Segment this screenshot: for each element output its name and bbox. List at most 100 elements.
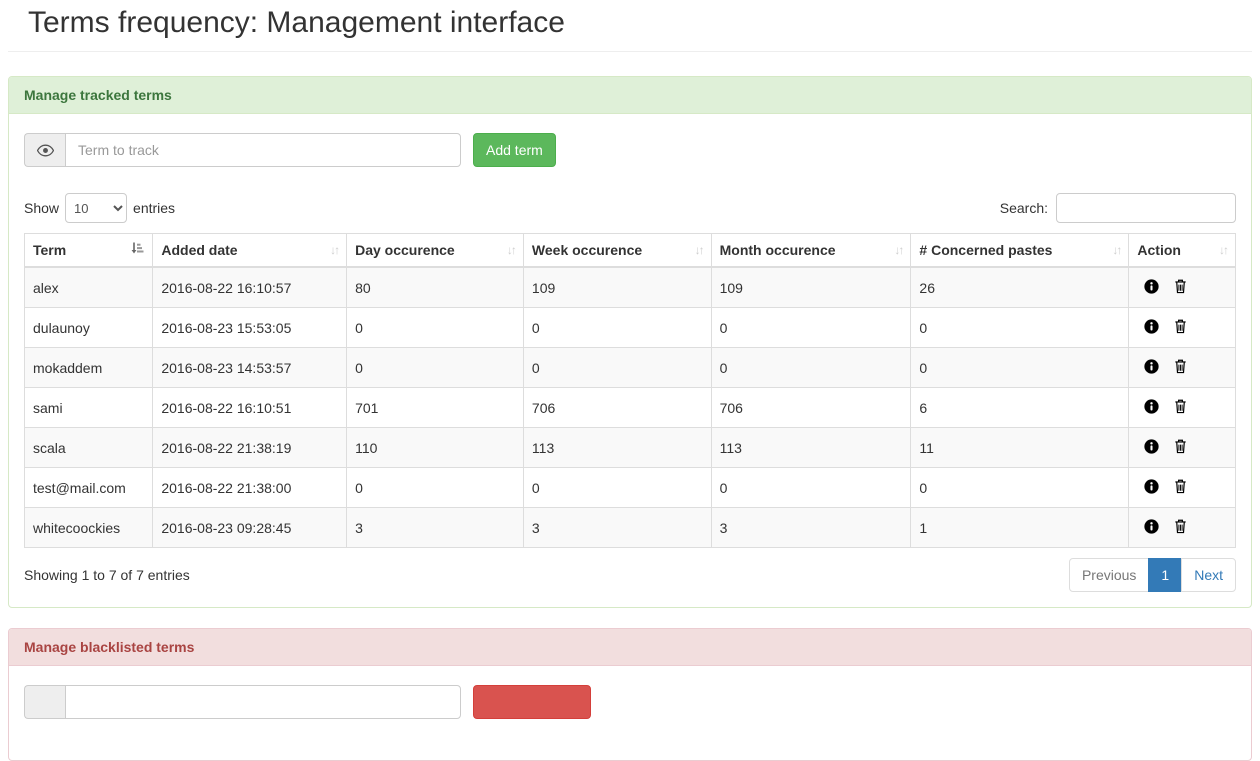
cell-action — [1128, 307, 1236, 348]
table-row: dulaunoy 2016-08-23 15:53:05 0 0 0 0 — [23, 307, 1236, 348]
cell-term: scala — [23, 427, 154, 468]
add-term-form: Add term — [24, 133, 1236, 167]
cell-term: whitecoockies — [23, 507, 154, 548]
search-input[interactable] — [1056, 193, 1236, 223]
column-header-month-occurence[interactable]: Month occurence ↓↑ — [710, 233, 912, 268]
page-title: Terms frequency: Management interface — [28, 6, 565, 39]
cell-week: 3 — [522, 507, 712, 548]
table-search-control: Search: — [1000, 193, 1236, 223]
blacklisted-terms-panel-header: Manage blacklisted terms — [9, 629, 1251, 666]
pagination-page-1[interactable]: 1 — [1148, 558, 1183, 592]
cell-month: 113 — [710, 427, 912, 468]
cell-month: 0 — [710, 347, 912, 388]
cell-day: 701 — [346, 387, 524, 428]
cell-week: 109 — [522, 266, 712, 308]
term-to-track-input[interactable] — [65, 133, 461, 167]
cell-action — [1128, 387, 1236, 428]
entries-label: entries — [133, 200, 176, 216]
cell-week: 0 — [522, 307, 712, 348]
trash-icon[interactable] — [1173, 478, 1188, 497]
column-header-added-date[interactable]: Added date ↓↑ — [152, 233, 348, 268]
sort-both-icon: ↓↑ — [1112, 243, 1122, 257]
cell-pastes: 0 — [910, 347, 1130, 388]
cell-term: test@mail.com — [23, 467, 154, 508]
datatable-controls: Show 10 entries Search: — [24, 193, 1236, 223]
sort-both-icon: ↓↑ — [894, 243, 904, 257]
trash-icon[interactable] — [1173, 438, 1188, 457]
cell-pastes: 0 — [910, 307, 1130, 348]
info-icon[interactable] — [1144, 318, 1160, 337]
trash-icon[interactable] — [1173, 278, 1188, 297]
blacklist-input-group — [24, 685, 461, 719]
column-header-label: Day occurence — [355, 242, 455, 258]
cell-term: alex — [23, 266, 154, 308]
tracked-terms-panel-body: Add term Show 10 entries Search: TermAdd… — [9, 114, 1251, 607]
column-header-term[interactable]: Term — [23, 233, 154, 268]
cell-action — [1128, 347, 1236, 388]
cell-pastes: 0 — [910, 467, 1130, 508]
cell-added_date: 2016-08-23 15:53:05 — [152, 307, 348, 348]
column-header-action[interactable]: Action ↓↑ — [1128, 233, 1236, 268]
cell-month: 3 — [710, 507, 912, 548]
column-header--concerned-pastes[interactable]: # Concerned pastes ↓↑ — [910, 233, 1130, 268]
blacklist-term-button[interactable] — [473, 685, 591, 719]
cell-day: 3 — [346, 507, 524, 548]
cell-day: 110 — [346, 427, 524, 468]
blacklist-term-input[interactable] — [65, 685, 461, 719]
info-icon[interactable] — [1144, 358, 1160, 377]
cell-term: mokaddem — [23, 347, 154, 388]
table-info-text: Showing 1 to 7 of 7 entries — [24, 567, 190, 583]
info-icon[interactable] — [1144, 278, 1160, 297]
cell-action — [1128, 467, 1236, 508]
column-header-week-occurence[interactable]: Week occurence ↓↑ — [522, 233, 712, 268]
page-length-control: Show 10 entries — [24, 193, 175, 223]
cell-pastes: 6 — [910, 387, 1130, 428]
blacklisted-terms-panel: Manage blacklisted terms — [8, 628, 1252, 761]
column-header-label: Week occurence — [531, 242, 643, 258]
tracked-terms-tbody: alex 2016-08-22 16:10:57 80 109 109 26 dulauno… — [23, 266, 1236, 548]
table-row: whitecoockies 2016-08-23 09:28:45 3 3 3 1 — [23, 507, 1236, 548]
blacklist-term-form — [24, 685, 1236, 719]
page: Terms frequency: Management interface Ma… — [0, 6, 1260, 761]
page-length-select[interactable]: 10 — [65, 193, 128, 223]
info-icon[interactable] — [1144, 518, 1160, 537]
cell-pastes: 11 — [910, 427, 1130, 468]
trash-icon[interactable] — [1173, 358, 1188, 377]
sort-amount-asc-icon — [130, 242, 144, 259]
tracked-terms-table: Term Added date ↓↑ Day occurence ↓↑ Week occu… — [23, 233, 1236, 548]
cell-pastes: 1 — [910, 507, 1130, 548]
cell-month: 109 — [710, 266, 912, 308]
cell-week: 113 — [522, 427, 712, 468]
cell-added_date: 2016-08-22 16:10:51 — [152, 387, 348, 428]
sort-both-icon: ↓↑ — [694, 243, 705, 257]
cell-day: 0 — [346, 467, 524, 508]
info-icon[interactable] — [1144, 398, 1160, 417]
cell-month: 706 — [710, 387, 912, 428]
cell-added_date: 2016-08-23 09:28:45 — [152, 507, 348, 548]
cell-day: 0 — [346, 347, 524, 388]
trash-icon[interactable] — [1173, 318, 1188, 337]
tracked-terms-panel-header: Manage tracked terms — [9, 77, 1251, 114]
cell-action — [1128, 507, 1236, 548]
sort-both-icon: ↓↑ — [330, 243, 340, 257]
table-row: scala 2016-08-22 21:38:19 110 113 113 11 — [23, 427, 1236, 468]
column-header-label: # Concerned pastes — [919, 242, 1053, 258]
info-icon[interactable] — [1144, 438, 1160, 457]
cell-added_date: 2016-08-22 21:38:00 — [152, 467, 348, 508]
table-row: test@mail.com 2016-08-22 21:38:00 0 0 0 0 — [23, 467, 1236, 508]
cell-added_date: 2016-08-23 14:53:57 — [152, 347, 348, 388]
trash-icon[interactable] — [1173, 398, 1188, 417]
pagination-previous[interactable]: Previous — [1068, 558, 1150, 592]
info-icon[interactable] — [1144, 478, 1160, 497]
table-row: mokaddem 2016-08-23 14:53:57 0 0 0 0 — [23, 347, 1236, 388]
cell-pastes: 26 — [910, 266, 1130, 308]
blacklisted-terms-panel-body — [9, 666, 1251, 760]
cell-month: 0 — [710, 467, 912, 508]
pagination-next[interactable]: Next — [1181, 558, 1236, 592]
cell-day: 80 — [346, 266, 524, 308]
add-term-button[interactable]: Add term — [473, 133, 556, 167]
trash-icon[interactable] — [1173, 518, 1188, 537]
cell-added_date: 2016-08-22 16:10:57 — [152, 266, 348, 308]
column-header-day-occurence[interactable]: Day occurence ↓↑ — [346, 233, 524, 268]
eye-icon — [24, 133, 65, 167]
